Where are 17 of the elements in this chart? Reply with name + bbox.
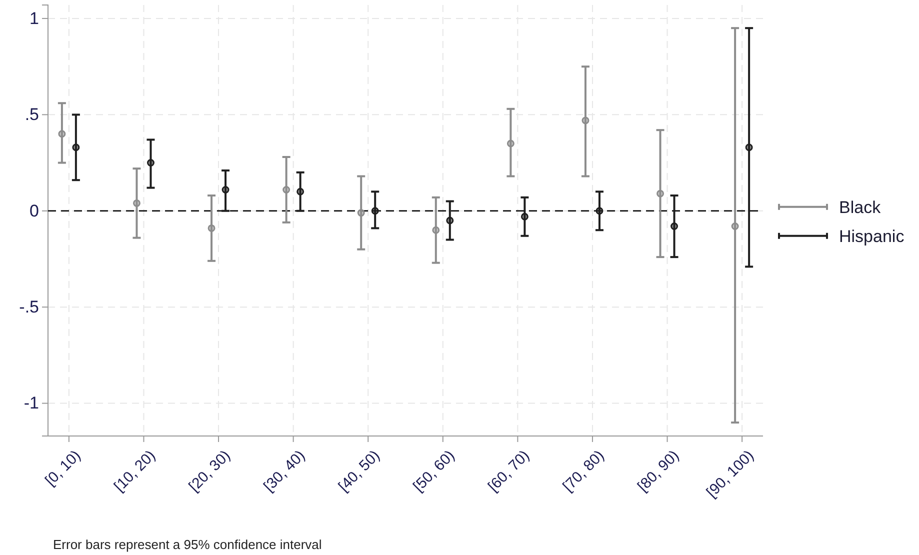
legend-label: Black [839, 198, 882, 217]
x-tick-label: [60, 70) [484, 447, 533, 496]
x-tick-label: [50, 60) [410, 447, 458, 496]
x-tick-label: [10, 20) [110, 447, 159, 496]
y-tick-label: .5 [24, 105, 39, 124]
y-tick-label: 1 [30, 8, 39, 28]
x-tick-label: [20, 30) [186, 447, 234, 496]
x-tick-label: [70, 80) [560, 447, 608, 496]
x-tick-label: [40, 50) [335, 447, 384, 496]
x-tick-label: [30, 40) [260, 447, 309, 496]
y-tick-label: 0 [30, 201, 39, 220]
text: Error bars represent a 95% confidence interval [53, 537, 322, 552]
legend-label: Hispanic [839, 226, 905, 246]
y-tick-label: -1 [24, 394, 39, 413]
x-tick-label: [0, 10) [42, 447, 84, 490]
y-tick-label: -.5 [19, 298, 39, 317]
x-tick-label: [80, 90) [634, 447, 682, 496]
